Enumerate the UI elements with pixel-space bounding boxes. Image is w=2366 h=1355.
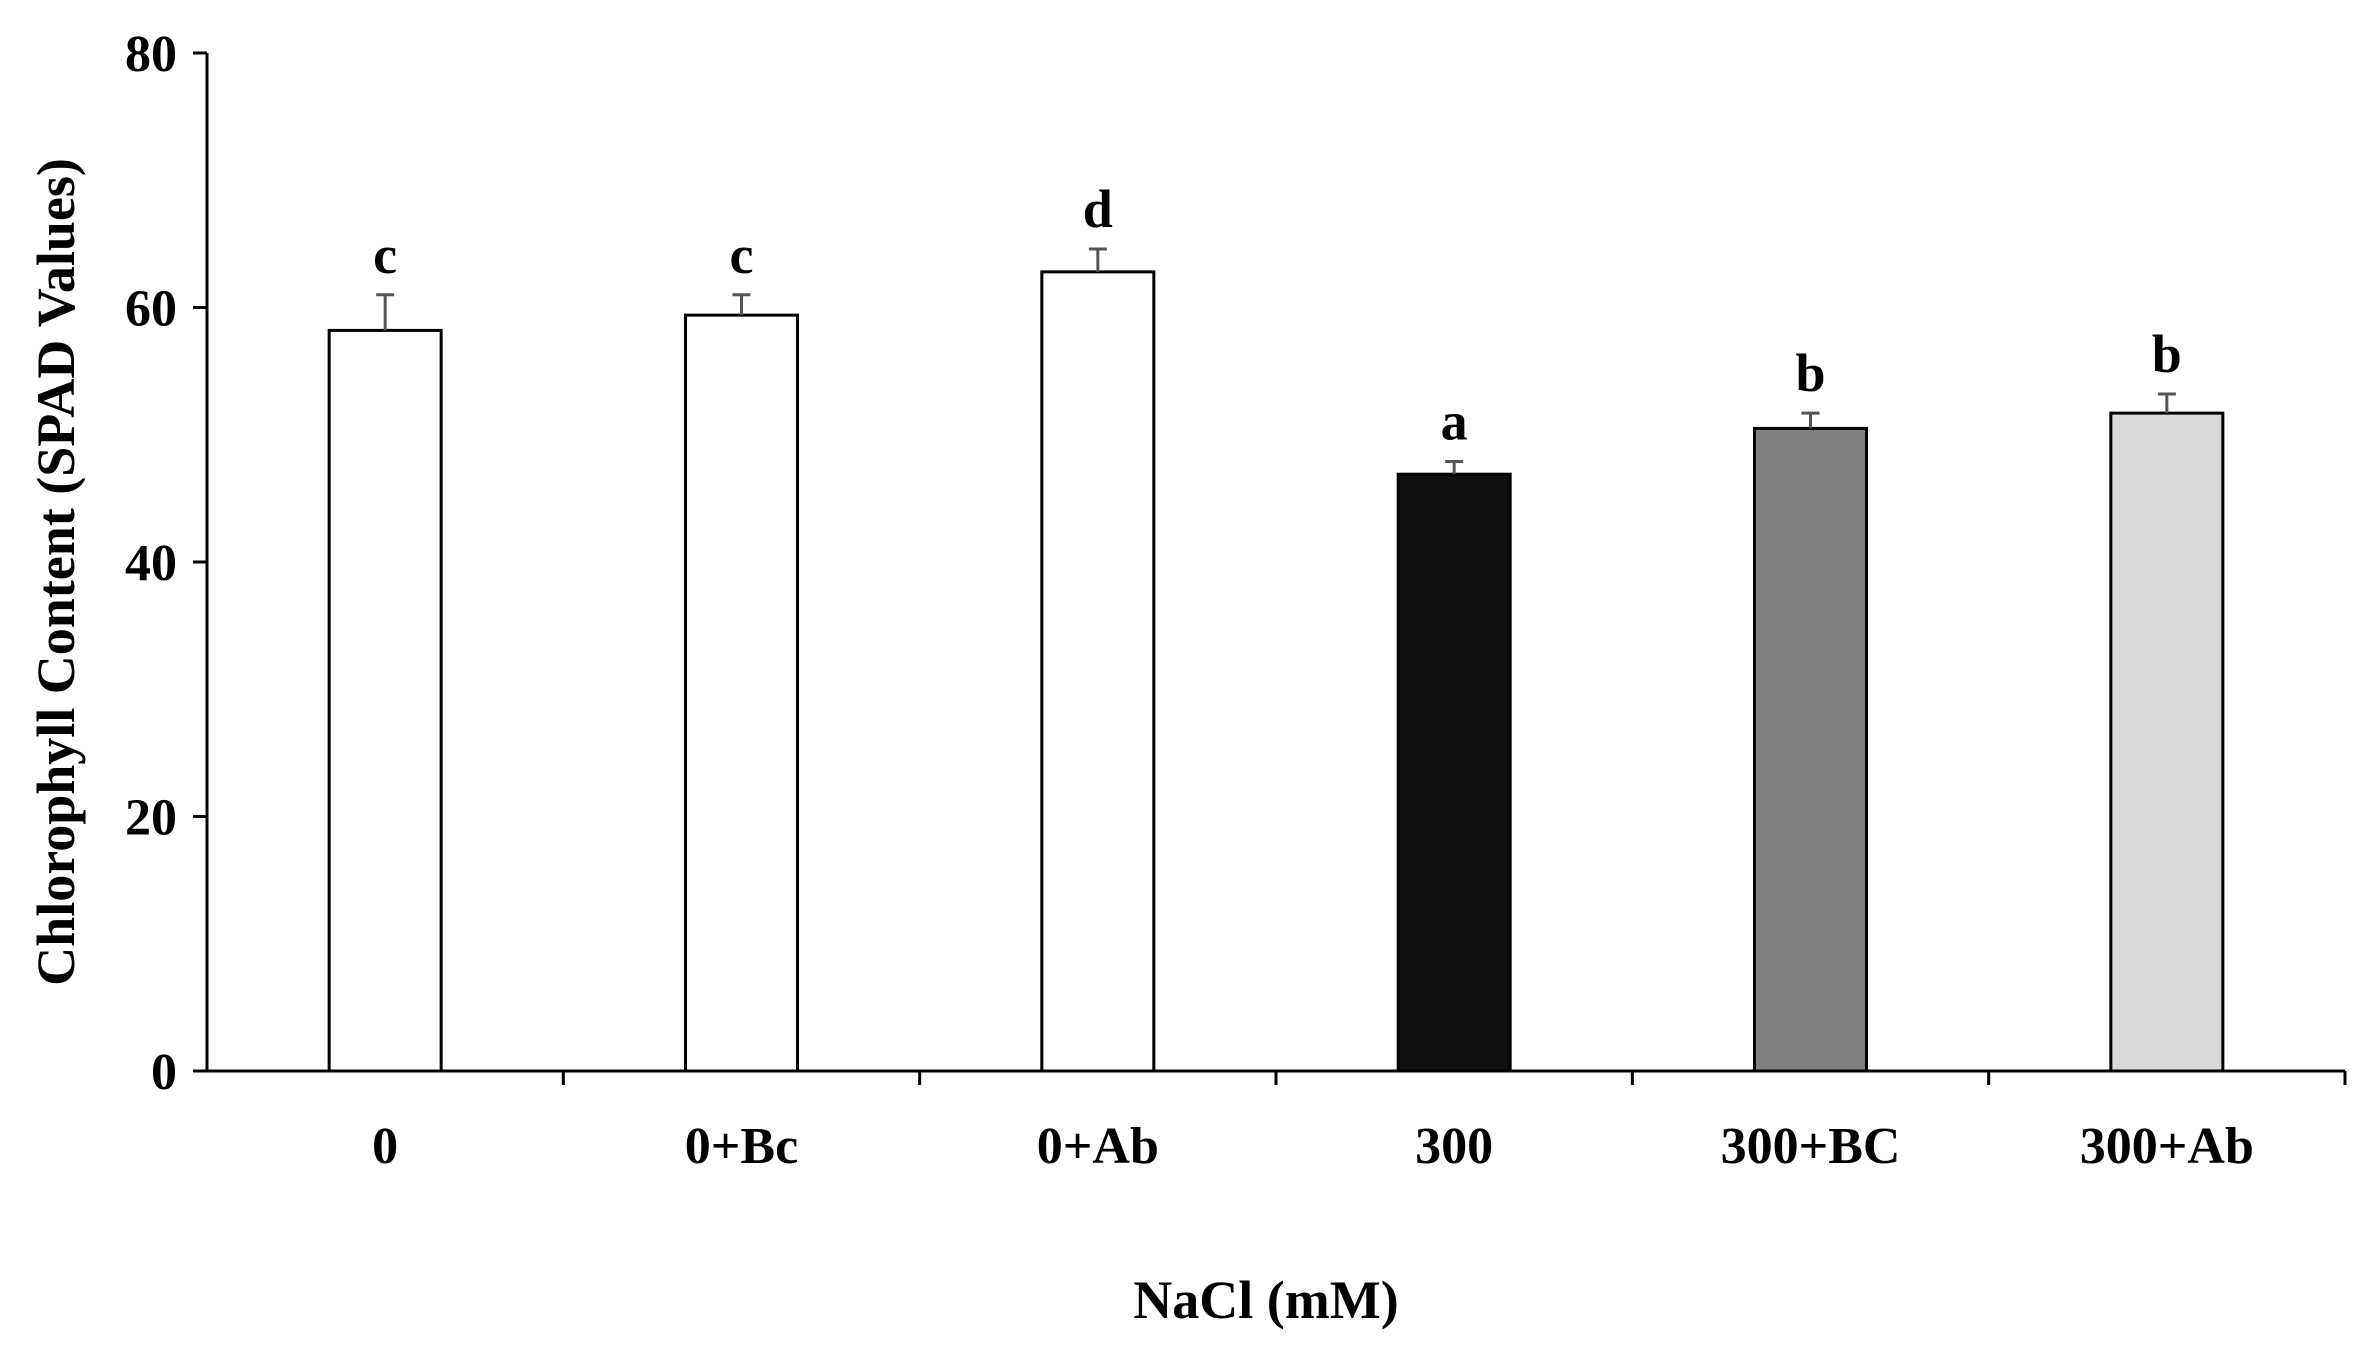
bars: c c d a b b <box>327 179 2225 1073</box>
y-tick-label: 0 <box>151 1044 177 1101</box>
significance-letter: a <box>1441 391 1468 451</box>
x-tick-label: 0+Bc <box>685 1118 798 1175</box>
axes <box>205 53 2345 1073</box>
x-ticks: 0 0+Bc 0+Ab 300 300+BC 300+Ab <box>372 1071 2347 1175</box>
y-tick-label: 80 <box>125 26 177 83</box>
significance-letter: b <box>1795 343 1825 403</box>
y-tick-label: 60 <box>125 281 177 338</box>
x-tick-label: 300+Ab <box>2080 1118 2254 1175</box>
y-tick-label: 20 <box>125 790 177 847</box>
bar <box>327 328 443 1073</box>
significance-letter: b <box>2152 324 2182 384</box>
y-ticks: 0 20 40 60 80 <box>125 26 207 1101</box>
x-tick-label: 0 <box>372 1118 398 1175</box>
x-tick-label: 0+Ab <box>1037 1118 1159 1175</box>
significance-letter: d <box>1083 179 1113 239</box>
bar <box>684 313 799 1073</box>
bar <box>1396 472 1512 1073</box>
bar <box>1040 270 1156 1073</box>
y-tick-label: 40 <box>125 535 177 592</box>
y-axis-title: Chlorophyll Content (SPAD Values) <box>26 158 86 986</box>
bar <box>1753 426 1868 1073</box>
x-tick-label: 300+BC <box>1721 1118 1901 1175</box>
x-axis-title: NaCl (mM) <box>1133 1270 1398 1330</box>
x-tick-label: 300 <box>1415 1118 1493 1175</box>
significance-letter: c <box>730 225 754 285</box>
bar <box>2109 411 2225 1073</box>
significance-letter: c <box>373 225 397 285</box>
